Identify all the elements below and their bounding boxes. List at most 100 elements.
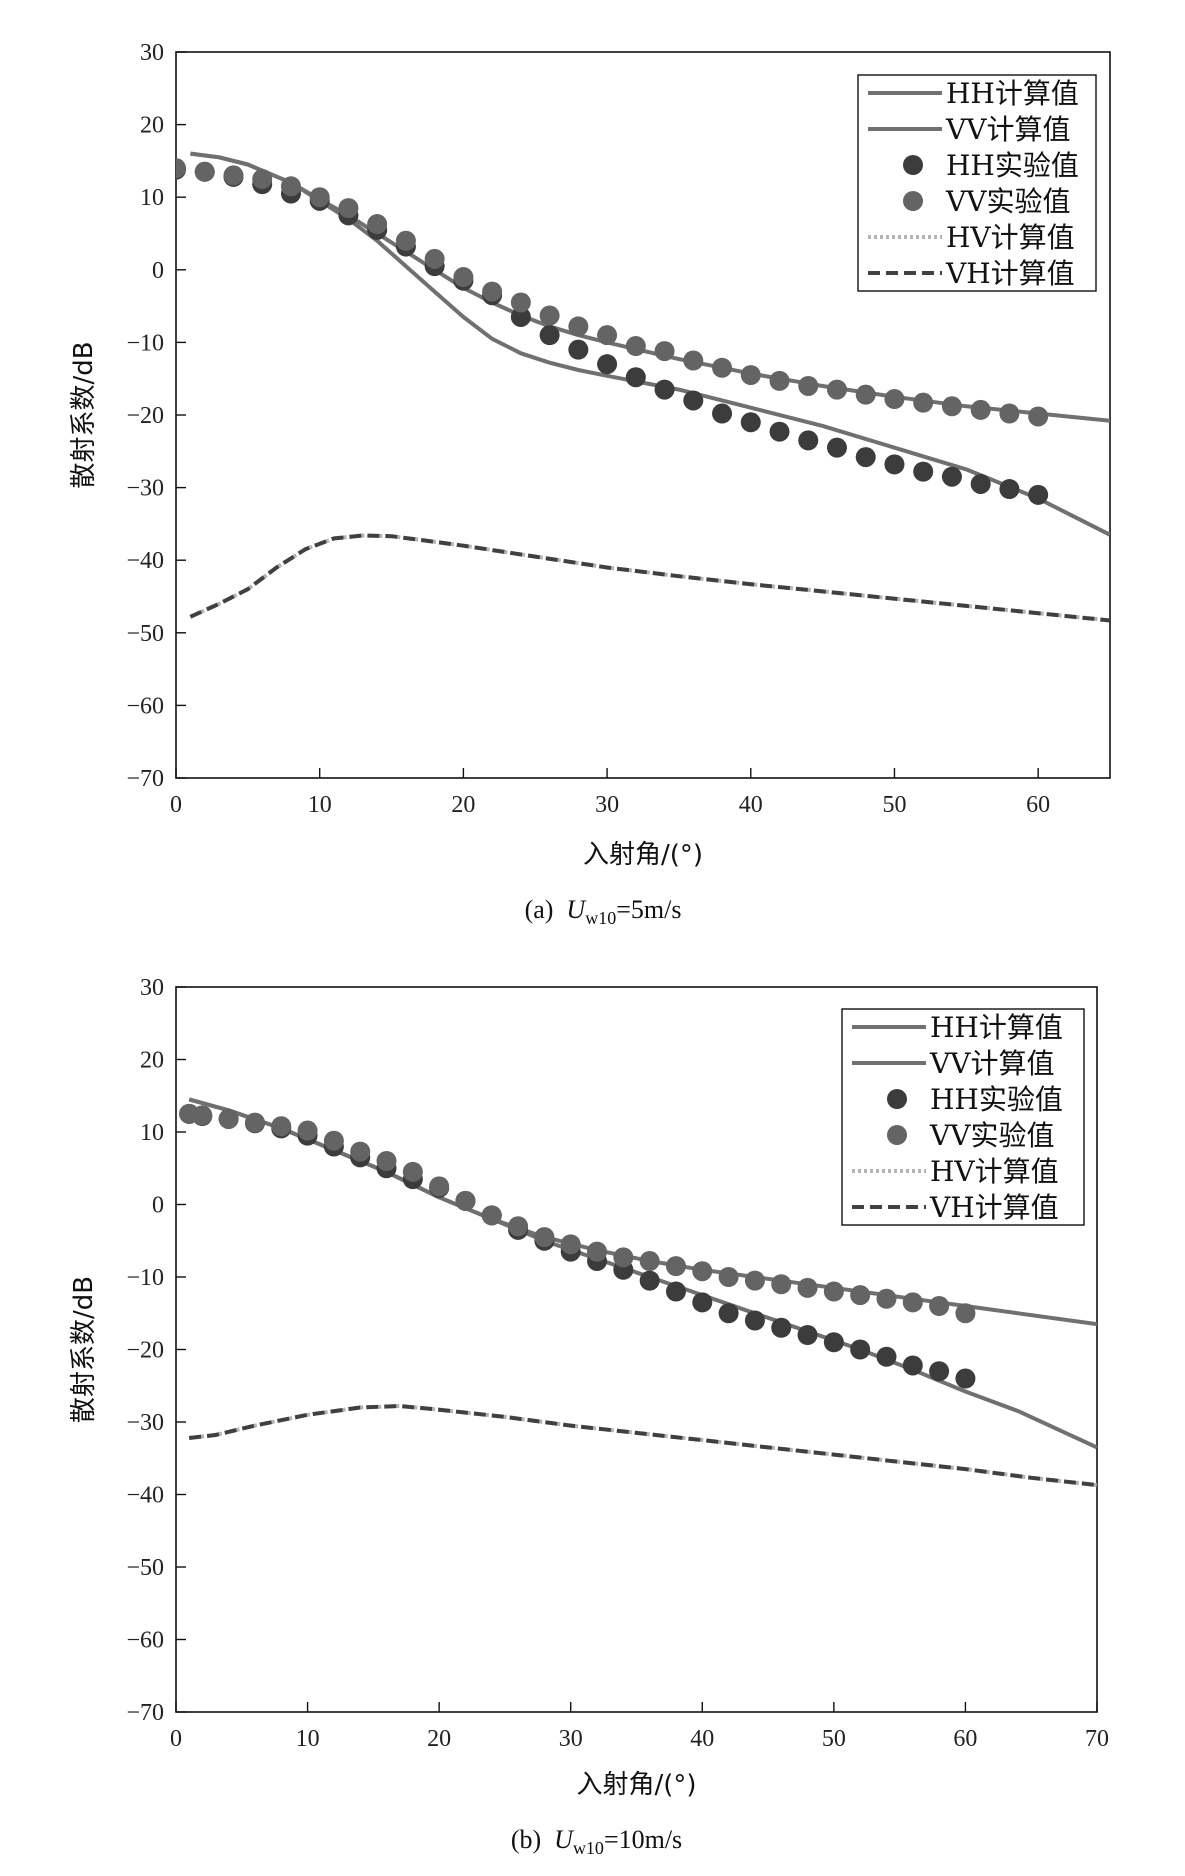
data-point-HH实验值 [510, 306, 531, 327]
data-point-HH实验值 [929, 1361, 950, 1382]
data-point-HH实验值 [769, 421, 790, 442]
data-point-HH实验值 [884, 454, 905, 475]
data-point-VV实验值 [309, 187, 330, 208]
data-point-HH实验值 [797, 1325, 818, 1345]
data-point-VV实验值 [568, 316, 589, 337]
data-point-HH实验值 [941, 466, 962, 487]
data-point-HH实验值 [639, 1270, 660, 1291]
data-point-HH实验值 [712, 403, 733, 424]
plot-area [179, 1097, 1097, 1488]
x-tick-label: 20 [427, 1726, 451, 1752]
data-point-VV实验值 [192, 1105, 213, 1126]
data-point-VV实验值 [395, 230, 416, 251]
legend-box [857, 74, 1097, 292]
legend-box [841, 1008, 1085, 1226]
y-tick-label: 30 [140, 40, 164, 66]
data-point-HH实验值 [665, 1281, 686, 1302]
x-axis-label: 入射角/(°) [576, 1770, 696, 1800]
data-point-VV实验值 [718, 1267, 739, 1287]
data-point-VV实验值 [771, 1274, 792, 1295]
data-point-VV实验值 [338, 198, 359, 219]
data-point-VV实验值 [955, 1303, 976, 1324]
x-tick-label: 60 [1026, 792, 1050, 818]
y-tick-label: −50 [126, 1555, 164, 1581]
y-tick-label: −10 [126, 1265, 164, 1291]
data-point-VV实验值 [350, 1141, 371, 1162]
legend-swatch [887, 1125, 907, 1145]
data-point-VV实验值 [929, 1296, 950, 1316]
data-point-HH实验值 [798, 430, 819, 451]
x-tick-label: 70 [1085, 1726, 1109, 1752]
legend-label: HH计算值 [930, 1011, 1063, 1044]
legend-label: HV计算值 [930, 1155, 1059, 1188]
data-point-HH实验值 [654, 379, 675, 400]
data-point-VV实验值 [223, 165, 244, 186]
data-point-HH实验值 [999, 479, 1020, 500]
y-tick-label: 20 [140, 113, 164, 139]
x-tick-label: 50 [882, 792, 906, 818]
data-point-HH实验值 [955, 1368, 976, 1389]
x-tick-label: 40 [739, 792, 763, 818]
legend-swatch [903, 155, 923, 175]
series-line-HV计算值 [189, 533, 1110, 623]
y-tick-label: −30 [126, 1410, 164, 1436]
data-point-VV实验值 [665, 1256, 686, 1277]
y-tick-label: −40 [126, 548, 164, 574]
data-point-VV实验值 [798, 375, 819, 396]
x-tick-label: 0 [170, 792, 182, 818]
y-tick-label: −20 [126, 403, 164, 429]
legend-label: VV实验值 [929, 1119, 1054, 1152]
data-point-VV实验值 [176, 158, 186, 179]
data-point-VV实验值 [999, 403, 1020, 424]
data-point-VV实验值 [902, 1292, 923, 1313]
data-point-HH实验值 [826, 437, 847, 458]
data-point-VV实验值 [510, 292, 531, 313]
data-point-VV实验值 [482, 281, 503, 302]
data-point-HH实验值 [718, 1303, 739, 1324]
data-point-VV实验值 [876, 1288, 897, 1309]
y-tick-label: −60 [126, 693, 164, 719]
legend-label: VV计算值 [929, 1047, 1054, 1080]
legend-label: HH实验值 [946, 149, 1079, 182]
data-point-VV实验值 [913, 392, 934, 413]
y-tick-label: 0 [152, 258, 164, 284]
y-tick-label: 10 [140, 185, 164, 211]
x-tick-label: 50 [822, 1726, 846, 1752]
data-point-VV实验值 [855, 384, 876, 405]
data-point-HH实验值 [625, 367, 646, 388]
legend-label: VH计算值 [929, 1191, 1059, 1224]
legend-label: HV计算值 [946, 221, 1075, 254]
x-axis-label: 入射角/(°) [583, 840, 703, 870]
x-tick-label: 40 [690, 1726, 714, 1752]
legend-label: HH实验值 [930, 1083, 1063, 1116]
data-point-VV实验值 [850, 1285, 871, 1306]
series-line-HV计算值 [188, 1404, 1097, 1488]
x-tick-label: 60 [953, 1726, 977, 1752]
y-tick-label: −30 [126, 476, 164, 502]
data-point-HH实验值 [539, 325, 560, 346]
data-point-VV实验值 [1028, 406, 1049, 427]
data-point-HH实验值 [683, 390, 704, 411]
legend-swatch [887, 1089, 907, 1109]
data-point-VV实验值 [587, 1241, 608, 1262]
data-point-VV实验值 [455, 1190, 476, 1211]
data-point-HH实验值 [970, 473, 991, 494]
y-tick-label: −10 [126, 330, 164, 356]
x-tick-label: 0 [170, 1726, 182, 1752]
legend-label: HH计算值 [946, 77, 1079, 110]
data-point-VV实验值 [429, 1176, 450, 1197]
data-point-VV实验值 [797, 1277, 818, 1298]
series-line-VH计算值 [189, 533, 1110, 623]
x-tick-label: 20 [451, 792, 475, 818]
data-point-VV实验值 [271, 1116, 292, 1137]
plot-area [176, 151, 1110, 623]
data-point-VV实验值 [639, 1251, 660, 1272]
data-point-HH实验值 [692, 1292, 713, 1313]
data-point-HH实验值 [597, 354, 618, 375]
data-point-VV实验值 [823, 1281, 844, 1302]
data-point-VV实验值 [654, 341, 675, 362]
x-tick-label: 10 [308, 792, 332, 818]
data-point-VV实验值 [613, 1247, 634, 1268]
